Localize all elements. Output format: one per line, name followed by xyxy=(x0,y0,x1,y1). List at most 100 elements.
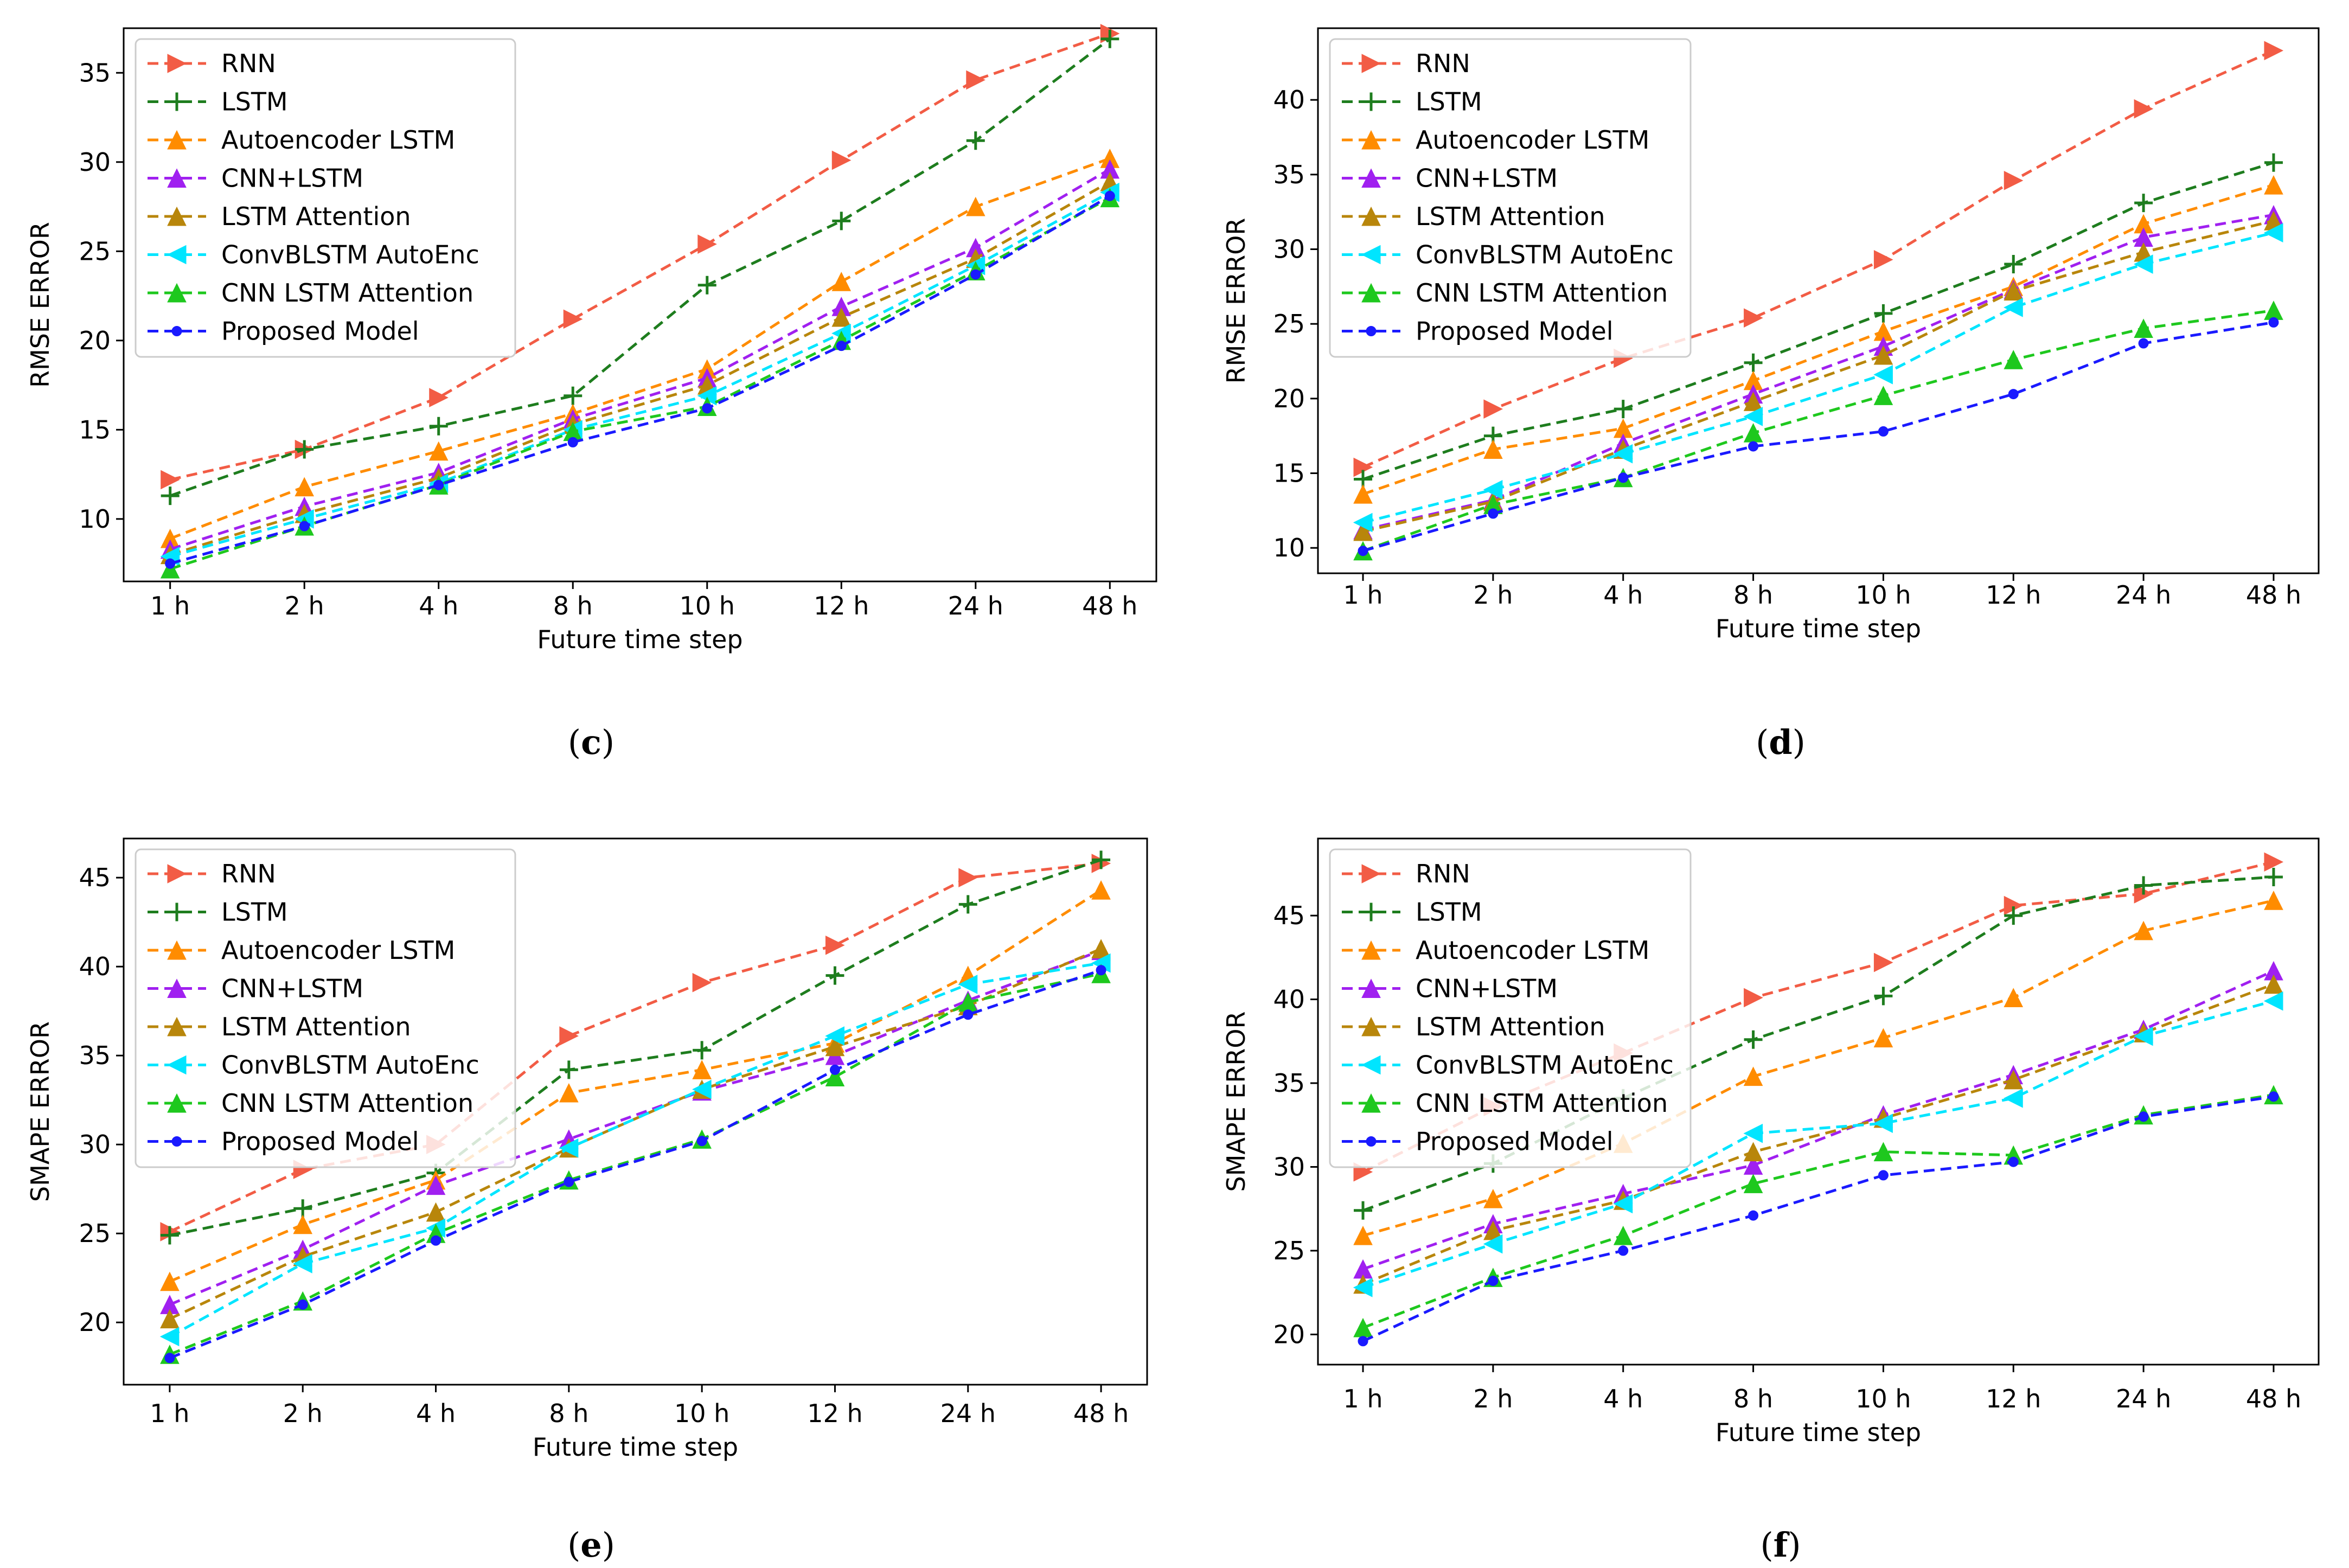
data-point xyxy=(1353,521,1373,541)
legend-label: Proposed Model xyxy=(221,317,419,346)
caption-letter: e xyxy=(580,1525,601,1565)
chart-panel-f: 1 h 2 h 4 h 8 h 10 h 12 h 24 h 48 h 20 25 30 35 40 45… xyxy=(1221,837,2320,1565)
data-point xyxy=(697,234,717,254)
y-tick-label: 25 xyxy=(79,1219,111,1248)
legend-marker xyxy=(167,168,187,188)
caption-open: ( xyxy=(567,1525,580,1565)
data-point xyxy=(160,1271,180,1291)
x-axis-label: Future time step xyxy=(1716,614,1921,643)
data-point xyxy=(1613,1226,1633,1245)
legend-label: CNN LSTM Attention xyxy=(1416,278,1668,308)
legend-label: LSTM xyxy=(221,87,288,117)
legend-label: RNN xyxy=(221,859,276,888)
data-point xyxy=(2134,920,2153,940)
x-tick-label: 10 h xyxy=(1855,580,1911,610)
legend: RNN LSTM Autoencoder LSTM CNN+LSTM LSTM Atte… xyxy=(1329,38,1692,358)
data-point xyxy=(825,966,844,985)
series-line-cnn-lstm-attention xyxy=(1362,1093,2274,1329)
legend-marker xyxy=(1361,864,1381,884)
data-point xyxy=(1873,345,1893,365)
x-tick-label: 10 h xyxy=(1855,1384,1911,1413)
data-point xyxy=(2134,1026,2153,1046)
data-point xyxy=(1743,423,1763,443)
data-point xyxy=(831,307,852,327)
legend-label: CNN LSTM Attention xyxy=(1416,1089,1668,1118)
series-line-lstm-attention xyxy=(169,948,1102,1320)
y-tick-label: 25 xyxy=(79,236,111,266)
data-point xyxy=(966,131,985,150)
x-tick-label: 2 h xyxy=(1473,1384,1513,1413)
x-axis-label: Future time step xyxy=(537,625,743,654)
data-point xyxy=(160,1309,180,1329)
legend-label: LSTM Attention xyxy=(1416,1012,1605,1041)
data-point xyxy=(829,1064,840,1075)
legend-label: Autoencoder LSTM xyxy=(1416,125,1649,155)
data-point xyxy=(2134,99,2154,119)
data-point xyxy=(1873,952,1893,972)
series-line-autoencoder-lstm xyxy=(1362,183,2274,496)
x-tick-label: 4 h xyxy=(416,1399,456,1428)
legend-label: Autoencoder LSTM xyxy=(221,125,455,155)
series-line-rnn xyxy=(170,32,1111,481)
x-tick-label: 8 h xyxy=(1733,580,1773,610)
data-point xyxy=(2264,175,2283,195)
data-point xyxy=(1483,1189,1503,1208)
data-point xyxy=(1873,1142,1893,1162)
data-point xyxy=(2004,298,2023,317)
data-point xyxy=(1354,1201,1373,1220)
data-point xyxy=(161,487,180,505)
series-line-autoencoder-lstm xyxy=(169,157,1111,540)
data-point xyxy=(1358,1336,1368,1347)
data-point xyxy=(696,1136,707,1147)
data-point xyxy=(1483,399,1503,419)
y-tick-label: 45 xyxy=(79,863,111,892)
data-point xyxy=(1744,353,1763,372)
x-tick-label: 12 h xyxy=(1986,580,2041,610)
series-line-lstm-attention xyxy=(1362,983,2274,1286)
legend-marker xyxy=(1361,54,1381,73)
legend-marker xyxy=(167,864,187,884)
y-tick-label: 20 xyxy=(79,1308,111,1337)
data-point xyxy=(1483,479,1503,500)
legend-box xyxy=(135,38,516,358)
data-point xyxy=(1353,513,1373,533)
panel-caption: (c) xyxy=(568,722,615,762)
x-tick-label: 10 h xyxy=(674,1399,729,1428)
data-point xyxy=(2004,1089,2023,1108)
data-point xyxy=(2004,906,2023,925)
caption-open: ( xyxy=(1756,722,1769,762)
series-line-convblstm-autoenc xyxy=(1362,231,2274,524)
legend-label: ConvBLSTM AutoEnc xyxy=(221,240,479,270)
x-tick-label: 12 h xyxy=(814,591,869,620)
data-point xyxy=(825,1067,845,1087)
data-point xyxy=(693,1041,712,1060)
data-point xyxy=(1091,880,1111,900)
series-line-lstm xyxy=(1362,161,2274,481)
data-point xyxy=(825,935,845,955)
data-point xyxy=(433,479,444,490)
y-tick-label: 35 xyxy=(79,58,111,87)
data-point xyxy=(1100,29,1119,48)
series-line-proposed-model xyxy=(169,969,1102,1360)
legend-marker xyxy=(1361,206,1381,226)
data-point xyxy=(297,1299,308,1310)
data-point xyxy=(832,212,851,231)
x-tick-label: 24 h xyxy=(948,591,1003,620)
series-line-cnn-lstm-attention xyxy=(169,196,1111,571)
data-point xyxy=(426,1202,446,1222)
x-tick-label: 24 h xyxy=(2116,580,2171,610)
data-point xyxy=(825,1026,844,1046)
series-line-proposed-model xyxy=(1362,321,2274,553)
data-point xyxy=(1748,1210,1759,1221)
data-point xyxy=(966,70,985,90)
legend: RNN LSTM Autoencoder LSTM CNN+LSTM LSTM Atte… xyxy=(135,848,516,1168)
x-tick-label: 24 h xyxy=(2116,1384,2171,1413)
data-point xyxy=(2004,281,2024,301)
x-tick-label: 48 h xyxy=(2246,1384,2301,1413)
data-point xyxy=(165,558,176,569)
y-tick-label: 30 xyxy=(79,148,111,177)
data-point xyxy=(1618,472,1629,483)
caption-letter: f xyxy=(1774,1525,1790,1565)
series-line-lstm-attention xyxy=(1362,219,2274,533)
series-line-lstm xyxy=(1362,875,2274,1212)
